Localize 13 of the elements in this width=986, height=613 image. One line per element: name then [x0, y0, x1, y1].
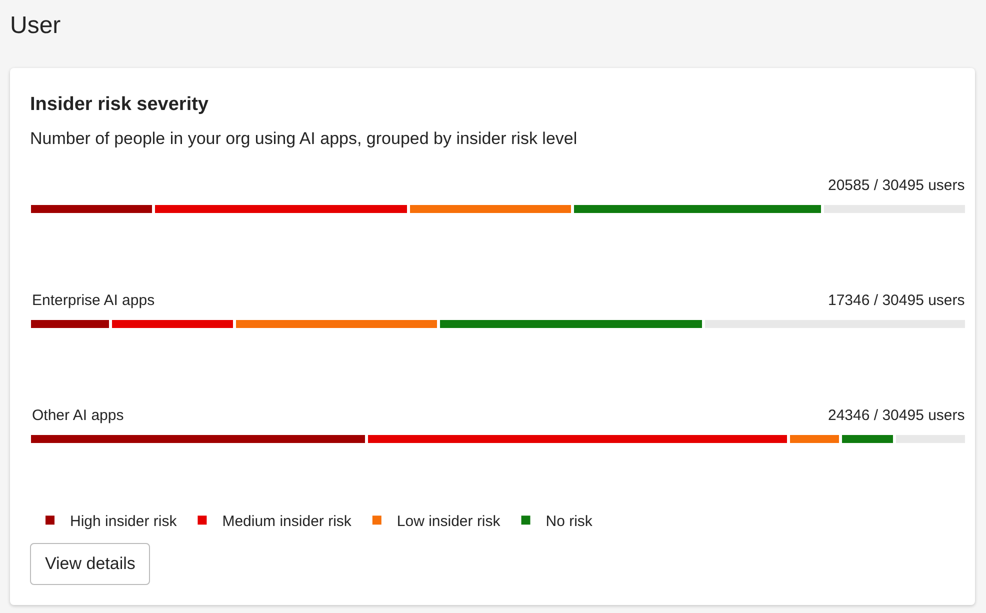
chart-subtitle: Number of people in your org using AI apps, grouped by insider risk level [30, 129, 578, 149]
y-tick-label: Other AI apps [32, 407, 124, 424]
total-label: 24346 / 30495 users [828, 407, 965, 424]
y-tick-label: Enterprise AI apps [32, 292, 155, 309]
chart-title: Insider risk severity [30, 94, 208, 116]
legend-label: No risk [546, 513, 593, 530]
view-details-button: View details [30, 543, 150, 585]
total-label: 20585 / 30495 users [828, 177, 965, 194]
text: User [10, 12, 61, 40]
legend-label: Medium insider risk [222, 513, 352, 530]
legend-label: High insider risk [70, 513, 178, 530]
total-label: 17346 / 30495 users [828, 292, 965, 309]
legend-label: Low insider risk [396, 513, 501, 530]
